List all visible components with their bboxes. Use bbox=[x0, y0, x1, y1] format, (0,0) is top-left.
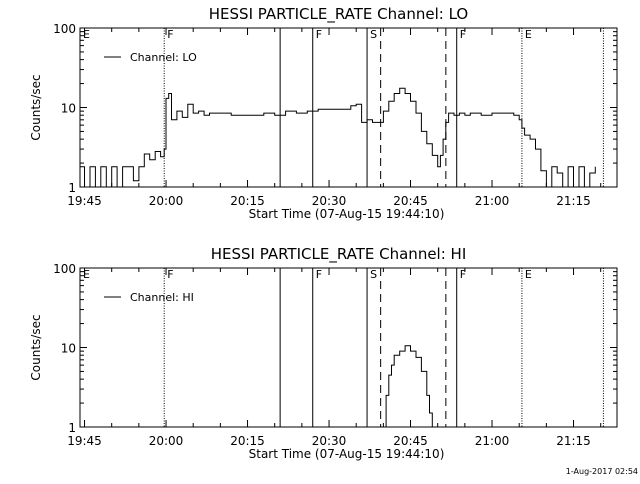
y-tick-label: 1 bbox=[68, 421, 76, 435]
x-tick-label: 21:15 bbox=[556, 434, 591, 448]
chart-title: HESSI PARTICLE_RATE Channel: HI bbox=[211, 245, 467, 264]
marker-label: E bbox=[83, 28, 90, 41]
marker-label: S bbox=[370, 28, 377, 41]
marker-label: F bbox=[316, 268, 322, 281]
x-axis-label: Start Time (07-Aug-15 19:44:10) bbox=[249, 447, 445, 461]
x-tick-label: 21:00 bbox=[475, 434, 510, 448]
marker-label: E bbox=[83, 268, 90, 281]
chart-panel-1: HESSI PARTICLE_RATE Channel: HI 1 10 100 19:… bbox=[29, 245, 617, 461]
x-tick-label: 20:15 bbox=[230, 194, 265, 208]
marker-label: S bbox=[370, 268, 377, 281]
marker-label: F bbox=[316, 28, 322, 41]
x-tick-label: 20:30 bbox=[312, 194, 347, 208]
x-tick-label: 20:15 bbox=[230, 434, 265, 448]
y-tick-label: 1 bbox=[68, 181, 76, 195]
legend-entry: Channel: LO bbox=[130, 51, 197, 64]
x-tick-label: 19:45 bbox=[67, 434, 102, 448]
marker-label: F bbox=[167, 268, 173, 281]
x-tick-label: 20:00 bbox=[149, 194, 184, 208]
x-axis-label: Start Time (07-Aug-15 19:44:10) bbox=[249, 207, 445, 221]
chart-panel-0: HESSI PARTICLE_RATE Channel: LO 1 10 100 19:… bbox=[29, 5, 617, 221]
chart-title: HESSI PARTICLE_RATE Channel: LO bbox=[209, 5, 468, 24]
x-tick-label: 21:00 bbox=[475, 194, 510, 208]
x-tick-label: 20:45 bbox=[393, 434, 428, 448]
series-line bbox=[80, 88, 595, 187]
x-tick-label: 20:00 bbox=[149, 434, 184, 448]
footer-timestamp: 1-Aug-2017 02:54 bbox=[566, 467, 638, 476]
y-tick-label: 100 bbox=[53, 22, 76, 36]
x-tick-label: 20:30 bbox=[312, 434, 347, 448]
marker-label: E bbox=[525, 28, 532, 41]
x-tick-label: 19:45 bbox=[67, 194, 102, 208]
marker-label: E bbox=[525, 268, 532, 281]
marker-label: F bbox=[167, 28, 173, 41]
y-tick-label: 10 bbox=[61, 102, 76, 116]
x-tick-label: 21:15 bbox=[556, 194, 591, 208]
series-line bbox=[383, 346, 433, 427]
x-tick-label: 20:45 bbox=[393, 194, 428, 208]
y-tick-label: 10 bbox=[61, 342, 76, 356]
y-tick-label: 100 bbox=[53, 262, 76, 276]
marker-label: F bbox=[460, 268, 466, 281]
y-axis-label: Counts/sec bbox=[29, 314, 43, 380]
y-axis-label: Counts/sec bbox=[29, 74, 43, 140]
marker-label: F bbox=[460, 28, 466, 41]
legend-entry: Channel: HI bbox=[130, 291, 194, 304]
